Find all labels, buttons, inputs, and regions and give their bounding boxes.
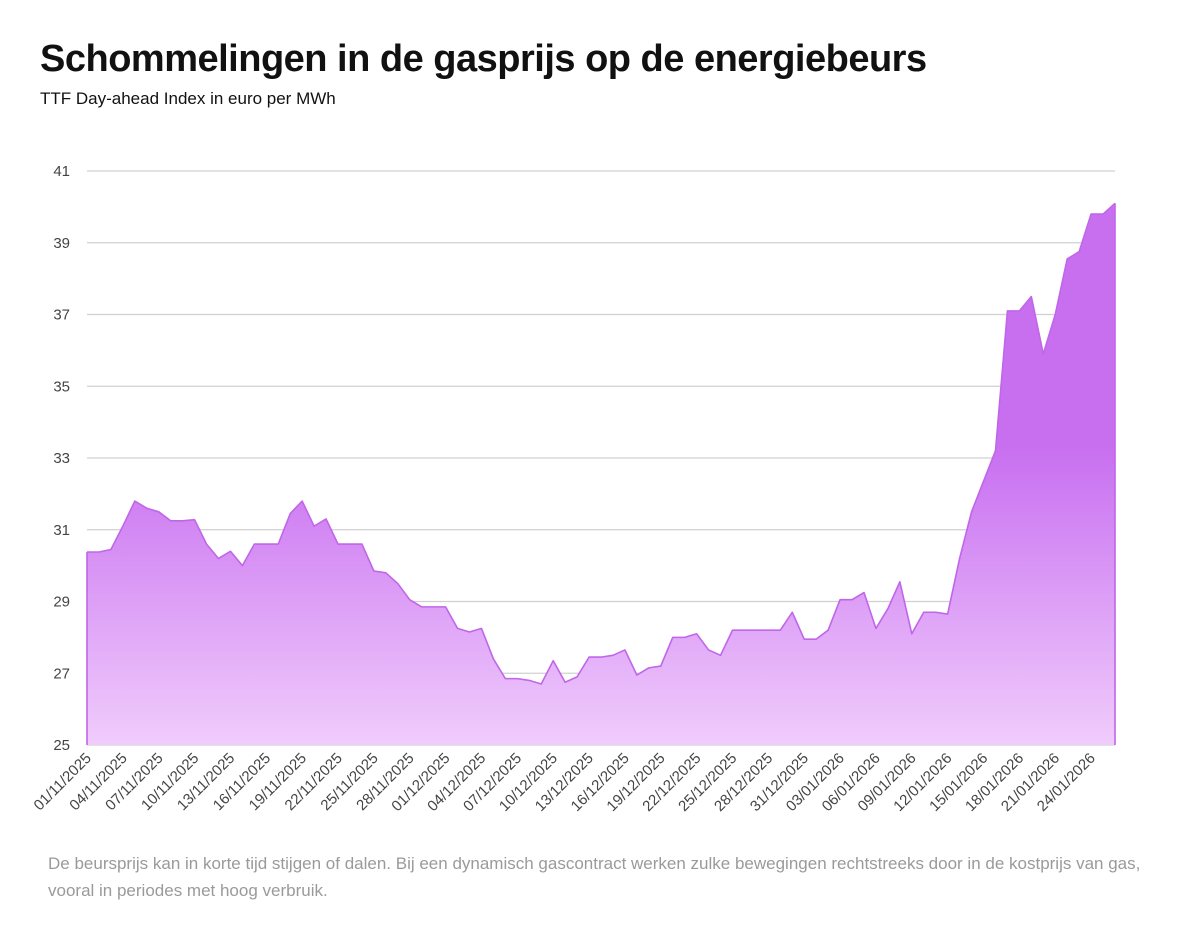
- y-tick-label: 31: [53, 522, 70, 539]
- x-axis: 01/11/202504/11/202507/11/202510/11/2025…: [31, 750, 1099, 815]
- data-area: [86, 202, 1116, 746]
- gas-price-area-chart: 25 27 29 31 33 35 37 39 41 01/11/202504/11/20250…: [31, 163, 1116, 815]
- y-tick-label: 37: [53, 307, 70, 324]
- y-tick-label: 29: [53, 594, 70, 611]
- footnote: De beursprijs kan in korte tijd stijgen …: [48, 854, 1141, 900]
- y-tick-label: 25: [53, 737, 70, 754]
- price-line: [87, 202, 1116, 685]
- price-area-fill: [87, 203, 1115, 746]
- chart-title: Schommelingen in de gasprijs op de energ…: [40, 38, 927, 80]
- y-tick-label: 39: [53, 235, 70, 252]
- y-tick-label: 41: [53, 163, 70, 180]
- chart-subtitle: TTF Day-ahead Index in euro per MWh: [40, 89, 336, 108]
- y-tick-label: 35: [53, 378, 70, 395]
- y-axis: 25 27 29 31 33 35 37 39 41: [53, 163, 70, 754]
- y-tick-label: 27: [53, 665, 70, 682]
- y-tick-label: 33: [53, 450, 70, 467]
